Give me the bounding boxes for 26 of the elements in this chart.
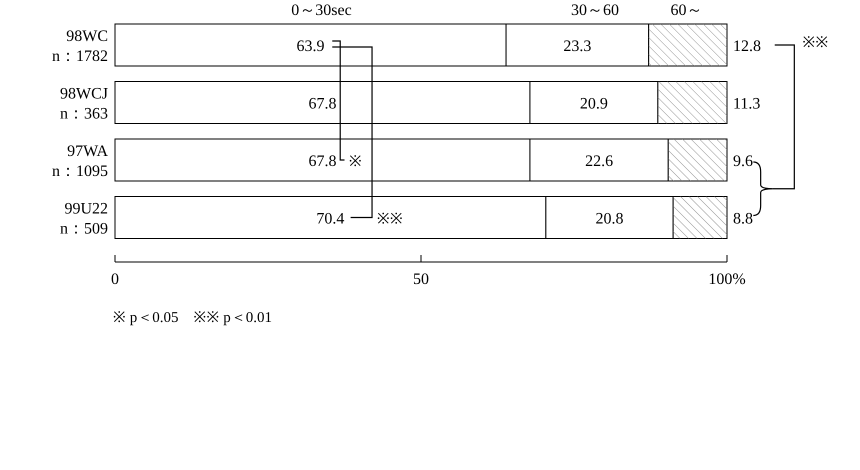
annotation: ※※ (376, 212, 403, 228)
y-tick-label: 98WC n：1782 (52, 28, 108, 65)
series-label: 60～ (670, 2, 702, 19)
data-label: 9.6 (733, 153, 753, 170)
data-label: 20.9 (580, 96, 608, 112)
y-tick-label: 98WCJ n：363 (60, 86, 108, 122)
data-label: 67.8 (308, 96, 336, 112)
y-tick-label: 97WA n：1095 (52, 143, 108, 180)
data-label: 20.8 (595, 210, 624, 228)
y-tick-label: 99U22 n：509 (60, 200, 108, 238)
data-label: 8.8 (733, 210, 753, 228)
annotation: ※ (348, 154, 362, 170)
data-label: 70.4 (316, 210, 344, 228)
series-label: 30～60 (570, 2, 619, 19)
text: ※ p＜0.05 ※※ p＜0.01 (113, 310, 272, 326)
x-tick-label: 50 (413, 271, 429, 288)
data-label: 67.8 (308, 153, 336, 170)
x-tick-label: 0 (111, 271, 119, 288)
series-label: 0～30sec (291, 2, 352, 19)
data-label: 12.8 (733, 38, 761, 55)
data-label: 63.9 (296, 38, 325, 55)
data-label: 23.3 (563, 38, 592, 55)
x-tick-label: 100% (708, 271, 746, 288)
data-label: 11.3 (733, 96, 760, 112)
data-label: 22.6 (585, 153, 614, 170)
text: ※※ (802, 35, 828, 51)
